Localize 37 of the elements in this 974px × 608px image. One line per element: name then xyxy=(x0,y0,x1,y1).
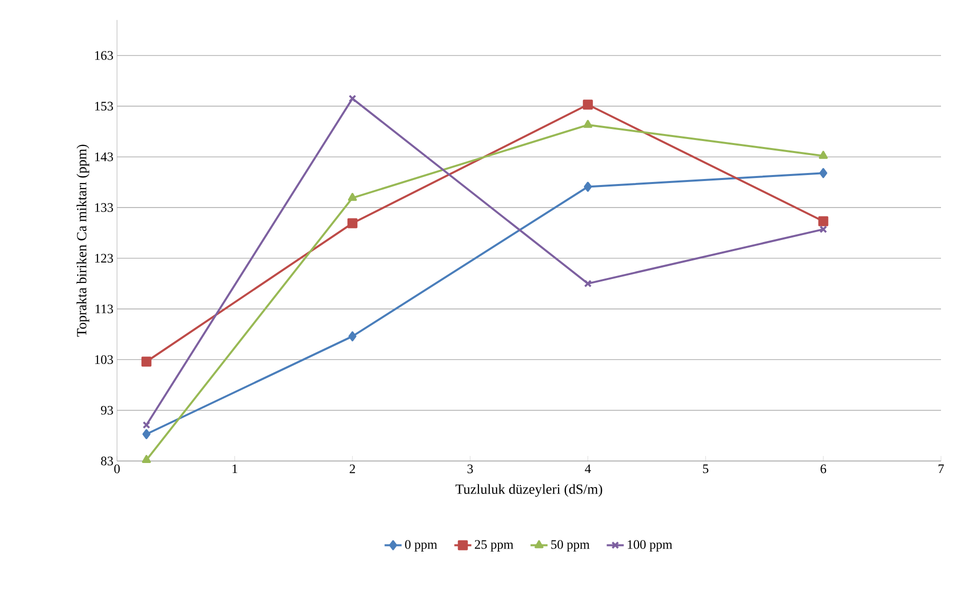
x-tick-label: 2 xyxy=(350,464,355,474)
y-tick-label: 123 xyxy=(95,254,113,263)
point xyxy=(584,280,592,288)
point xyxy=(347,218,358,228)
legend-label: 100 ppm xyxy=(628,540,672,552)
point xyxy=(141,356,152,367)
point xyxy=(819,168,828,178)
point xyxy=(348,94,356,102)
x-axis-title: Tuzluluk düzeyleri (dS/m) xyxy=(456,484,602,497)
y-tick-label: 93 xyxy=(100,406,113,415)
point xyxy=(348,331,356,342)
point xyxy=(348,192,357,201)
point xyxy=(142,454,151,463)
y-tick-label: 153 xyxy=(95,102,113,111)
y-tick-label: 83 xyxy=(101,456,113,466)
legend-label: 50 ppm xyxy=(551,540,590,552)
point xyxy=(583,120,592,128)
legend-label: 0 ppm xyxy=(405,540,438,552)
x-tick-label: 4 xyxy=(584,464,591,474)
point xyxy=(818,150,828,159)
y-tick-label: 163 xyxy=(95,51,113,60)
y-tick-label: 103 xyxy=(95,355,113,364)
y-tick-label: 133 xyxy=(95,203,113,212)
point xyxy=(142,429,150,440)
y-tick-label: 143 xyxy=(95,152,113,162)
x-tick-label: 1 xyxy=(232,464,238,474)
y-tick-label: 113 xyxy=(96,304,113,314)
x-tick-label: 5 xyxy=(703,464,708,474)
y-axis-title: Toprakta biriken Ca miktarı (ppm) xyxy=(76,144,90,337)
point xyxy=(582,100,593,110)
legend-label: 25 ppm xyxy=(474,540,514,552)
x-tick-label: 0 xyxy=(114,464,120,474)
point xyxy=(818,216,828,226)
x-tick-label: 3 xyxy=(468,464,473,474)
x-tick-label: 6 xyxy=(820,464,826,474)
x-tick-label: 7 xyxy=(938,464,944,473)
point xyxy=(584,182,592,192)
